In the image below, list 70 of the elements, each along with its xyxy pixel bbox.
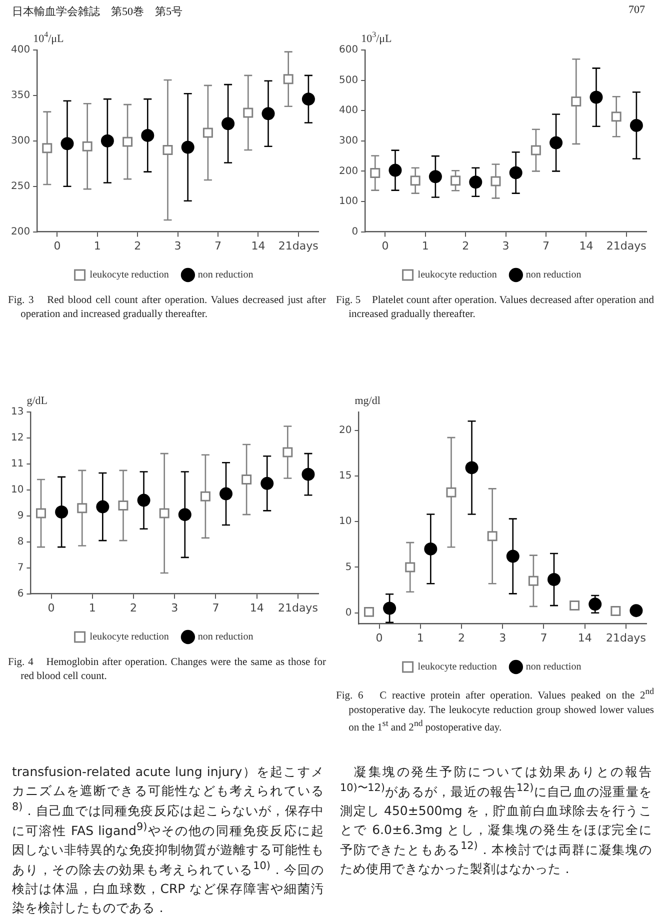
x-tick-label: 1: [88, 601, 96, 614]
x-tick-label: 0: [376, 631, 383, 644]
x-tick-label: 2: [130, 601, 137, 614]
legend-label: leukocyte reduction: [418, 662, 497, 673]
y-tick-label: 500: [338, 74, 358, 86]
legend-label: non reduction: [198, 270, 254, 281]
y-tick-label: 11: [10, 458, 24, 470]
x-tick-label: 3: [171, 601, 178, 614]
y-tick-label: 0: [352, 226, 358, 238]
x-tick-label: 1: [422, 239, 429, 252]
y-tick-label: 8: [17, 536, 24, 548]
x-tick-label: 21days: [606, 631, 646, 644]
caption: Fig. 5 Platelet count after operation. Values decreased after operation and increased gradually thereafter.: [336, 294, 654, 322]
x-tick-label: 21days: [278, 239, 319, 252]
legend-label: non reduction: [198, 632, 254, 643]
legend-label: non reduction: [526, 662, 582, 673]
x-tick-label: 14: [578, 631, 592, 644]
y-tick-label: 7: [17, 562, 24, 574]
y-tick-label: 300: [10, 135, 30, 146]
x-tick-label: 21days: [606, 239, 647, 252]
x-tick-label: 14: [251, 239, 266, 252]
legend-label: leukocyte reduction: [418, 270, 497, 281]
y-tick-label: 400: [338, 105, 358, 116]
y-tick-label: 300: [338, 135, 358, 146]
x-tick-label: 3: [499, 631, 506, 644]
x-tick-label: 14: [250, 601, 264, 614]
x-tick-label: 7: [212, 601, 220, 614]
y-tick-label: 6: [17, 588, 24, 600]
x-tick-label: 1: [94, 239, 101, 252]
x-tick-label: 2: [458, 631, 465, 644]
x-tick-label: 7: [542, 239, 550, 252]
caption: Fig. 6 C reactive protein after operation. Values peaked on the 2$^{nd}$ postoperative day. The leukocyte reduction group showed lower values on the 1$^{st}$ and 2$^{nd}$ postoperative day.: [336, 686, 654, 736]
legend-label: non reduction: [526, 270, 582, 281]
x-tick-label: 21days: [278, 601, 318, 614]
x-tick-label: 0: [382, 239, 389, 252]
y-tick-label: 10: [10, 484, 24, 496]
x-tick-label: 0: [54, 239, 61, 252]
legend-label: leukocyte reduction: [90, 270, 169, 281]
y-tick-label: 9: [17, 510, 24, 522]
y-tick-label: 350: [10, 90, 30, 102]
text: 日本輸血学会雑誌 第50巻 第5号: [12, 5, 182, 19]
y-tick-label: 10: [338, 516, 352, 528]
text: transfusion-related acute lung injury）を起こすメカニズムを遮断できる可能性なども考えられている$^{8)}$．自己血では同種免疫反応は起こらないが，保存中に可溶性 FAS ligand$^{9)}$やその他の同種免疫反応に起因しない非特異的な免疫抑制物質が遊離する可能性もあり，その除去の効果も考えられている$^{10)}$．今回の検討は体温，白血球数，CRP など保存障害や細菌汚染を検討したものである．: [12, 764, 324, 915]
x-tick-label: 7: [540, 631, 548, 644]
y-tick-label: 20: [338, 424, 352, 436]
y-axis-title: g/dL: [26, 395, 48, 407]
y-tick-label: 200: [338, 166, 358, 177]
x-tick-label: 2: [462, 239, 470, 252]
y-tick-label: 600: [338, 44, 358, 56]
x-tick-label: 14: [579, 239, 594, 252]
text: 凝集塊の発生予防については効果ありとの報告$^{10)〜12)}$があるが，最近の報告$^{12)}$に自己血の湿重量を測定し 450±500mg を，貯血前白血球除去を行うことで 6.0±6.3mg とし，凝集塊の発生をほぼ完全に予防できたともある$^{12)}$．本検討では両群に凝集塊のため使用できなかった製剤はなかった．: [340, 764, 652, 876]
text: 707: [628, 4, 645, 18]
y-axis-title: mg/dl: [354, 395, 380, 407]
caption: Fig. 3 Red blood cell count after operation. Values decreased just after operation and increased gradually thereafter.: [8, 294, 326, 322]
y-tick-label: 12: [10, 432, 24, 444]
y-tick-label: 200: [10, 226, 30, 238]
y-tick-label: 5: [345, 562, 352, 573]
y-tick-label: 100: [338, 196, 358, 208]
y-tick-label: 13: [10, 406, 24, 418]
x-tick-label: 7: [214, 239, 222, 252]
caption: Fig. 4 Hemoglobin after operation. Changes were the same as those for red blood cell count.: [8, 656, 326, 684]
y-tick-label: 15: [338, 470, 352, 482]
legend-label: leukocyte reduction: [90, 632, 169, 643]
x-tick-label: 0: [48, 601, 55, 614]
x-tick-label: 1: [416, 631, 424, 644]
x-tick-label: 3: [502, 239, 510, 252]
y-tick-label: 250: [10, 180, 30, 192]
y-tick-label: 400: [10, 44, 30, 56]
x-tick-label: 2: [134, 239, 142, 252]
x-tick-label: 3: [174, 239, 182, 252]
